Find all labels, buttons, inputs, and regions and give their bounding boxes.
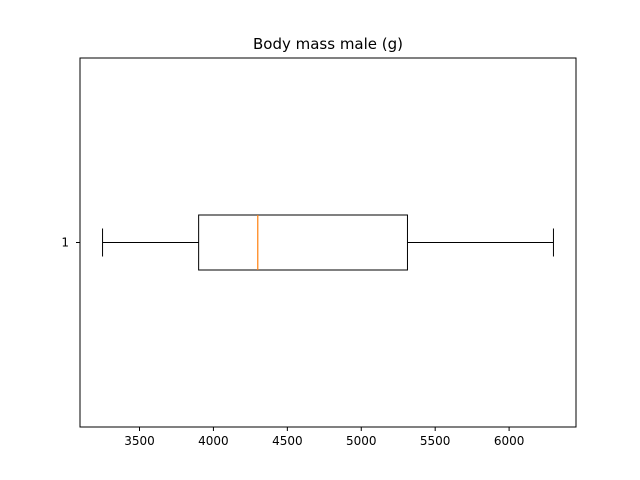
x-tick-label: 4500 — [272, 434, 303, 448]
x-tick-label: 5500 — [420, 434, 451, 448]
ticks-layer: 3500 4000 4500 5000 5500 6000 1 — [61, 236, 524, 449]
y-tick-label: 1 — [61, 236, 69, 250]
marks-layer — [102, 214, 554, 271]
axes-frame — [79, 57, 577, 428]
x-tick-label: 4000 — [198, 434, 229, 448]
x-tick-label: 3500 — [124, 434, 155, 448]
x-tick-label: 6000 — [494, 434, 525, 448]
iqr-box — [198, 214, 408, 271]
x-tick-label: 5000 — [346, 434, 377, 448]
chart-title: Body mass male (g) — [253, 35, 403, 53]
